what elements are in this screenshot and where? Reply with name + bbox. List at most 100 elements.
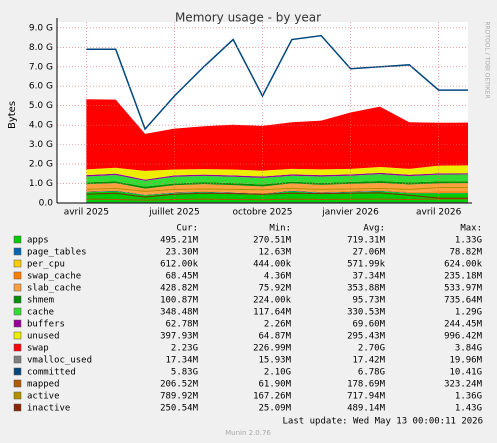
legend-swatch (13, 247, 22, 256)
chart-title: Memory usage - by year (175, 11, 321, 25)
legend-swatch (13, 367, 22, 376)
legend-stat: 3.84G (455, 344, 482, 354)
legend-stat: 428.82M (160, 284, 199, 294)
y-tick-label: 5.0 G (29, 101, 53, 111)
legend-stat: 533.97M (444, 284, 483, 294)
x-tick-label: avril 2026 (416, 208, 462, 218)
x-tick-label: juillet 2025 (148, 208, 200, 218)
y-tick-label: 2.0 G (29, 160, 53, 170)
line (86, 192, 468, 199)
y-tick-label: 0.0 (39, 199, 54, 209)
legend-stat: 295.43M (347, 332, 386, 342)
legend-stat: 27.06M (352, 248, 385, 258)
legend-label: committed (27, 368, 76, 378)
legend-stat: 735.64M (444, 296, 483, 306)
legend-stat: 789.92M (160, 392, 199, 402)
area (86, 174, 468, 187)
legend-label: unused (27, 332, 60, 342)
legend-swatch (13, 307, 22, 316)
legend-stat: 235.18M (444, 272, 483, 282)
legend-stat: 330.53M (347, 308, 386, 318)
legend-label: inactive (27, 404, 70, 414)
line (86, 187, 468, 192)
legend-stat: 12.63M (258, 248, 291, 258)
legend-label: buffers (27, 320, 65, 330)
legend-stat: 348.48M (160, 308, 199, 318)
y-tick-label: 6.0 G (29, 82, 53, 92)
legend-stat: 1.33G (455, 236, 482, 246)
legend-label: vmalloc_used (27, 356, 92, 366)
legend-swatch (13, 355, 22, 364)
legend-stat: 15.93M (258, 356, 291, 366)
legend-label: shmem (27, 296, 54, 306)
legend-stat: 489.14M (347, 404, 386, 414)
area (86, 172, 468, 181)
legend-swatch (13, 343, 22, 352)
watermark: RRDTOOL / TOBI OETIKER (484, 21, 491, 98)
x-tick-label: janvier 2026 (321, 208, 379, 218)
y-tick-label: 3.0 G (29, 140, 53, 150)
legend-stat: 4.36M (264, 272, 292, 282)
line (86, 198, 468, 201)
legend-stat: 69.60M (352, 320, 385, 330)
legend-stat: 6.78G (358, 368, 385, 378)
legend-swatch (13, 235, 22, 244)
legend-stat: 17.34M (165, 356, 198, 366)
legend-swatch (13, 271, 22, 280)
x-tick-label: octobre 2025 (232, 208, 292, 218)
legend-stat: 10.41G (449, 368, 482, 378)
legend-stat: 1.43G (455, 404, 482, 414)
legend-stat: 17.42M (352, 356, 385, 366)
legend-header: Cur: (176, 224, 198, 234)
legend-label: active (27, 392, 60, 402)
legend-label: page_tables (27, 248, 87, 258)
legend-stat: 323.24M (444, 380, 483, 390)
y-axis-label: Bytes (7, 101, 18, 129)
legend-stat: 25.09M (258, 404, 291, 414)
legend-swatch (13, 319, 22, 328)
legend-stat: 117.64M (253, 308, 292, 318)
legend-swatch (13, 259, 22, 268)
legend-stat: 224.00k (253, 296, 292, 306)
legend-header: Min: (269, 224, 291, 234)
area (86, 99, 468, 171)
legend-stat: 244.45M (444, 320, 483, 330)
legend-stat: 250.54M (160, 404, 199, 414)
legend-label: swap (27, 344, 49, 354)
legend-stat: 270.51M (253, 236, 292, 246)
legend-stat: 571.99k (347, 260, 386, 270)
legend-swatch (13, 295, 22, 304)
legend-stat: 624.00k (444, 260, 483, 270)
footer: Munin 2.0.76 (225, 429, 271, 437)
y-tick-label: 7.0 G (29, 62, 53, 72)
legend-header: Max: (460, 224, 482, 234)
legend-swatch (13, 391, 22, 400)
legend-stat: 95.73M (352, 296, 385, 306)
legend-stat: 178.69M (347, 380, 386, 390)
legend-stat: 19.96M (449, 356, 482, 366)
y-tick-label: 9.0 G (29, 23, 53, 33)
legend-stat: 68.45M (165, 272, 198, 282)
legend-stat: 612.00k (160, 260, 199, 270)
legend-stat: 62.78M (165, 320, 198, 330)
legend-stat: 75.92M (258, 284, 291, 294)
legend-label: per_cpu (27, 260, 65, 270)
legend-stat: 2.26M (264, 320, 292, 330)
legend-swatch (13, 331, 22, 340)
legend-label: mapped (27, 380, 60, 390)
last-update: Last update: Wed May 13 00:00:11 2026 (283, 417, 483, 427)
legend-stat: 719.31M (347, 236, 386, 246)
legend-stat: 78.82M (449, 248, 482, 258)
legend-swatch (13, 379, 22, 388)
area (86, 165, 468, 180)
legend-swatch (13, 283, 22, 292)
legend-stat: 1.29G (455, 308, 482, 318)
legend-label: slab_cache (27, 284, 81, 294)
legend-stat: 37.34M (352, 272, 385, 282)
legend-stat: 5.83G (171, 368, 198, 378)
legend-stat: 444.00k (253, 260, 292, 270)
legend-stat: 167.26M (253, 392, 292, 402)
legend-stat: 61.90M (258, 380, 291, 390)
area (86, 180, 468, 189)
